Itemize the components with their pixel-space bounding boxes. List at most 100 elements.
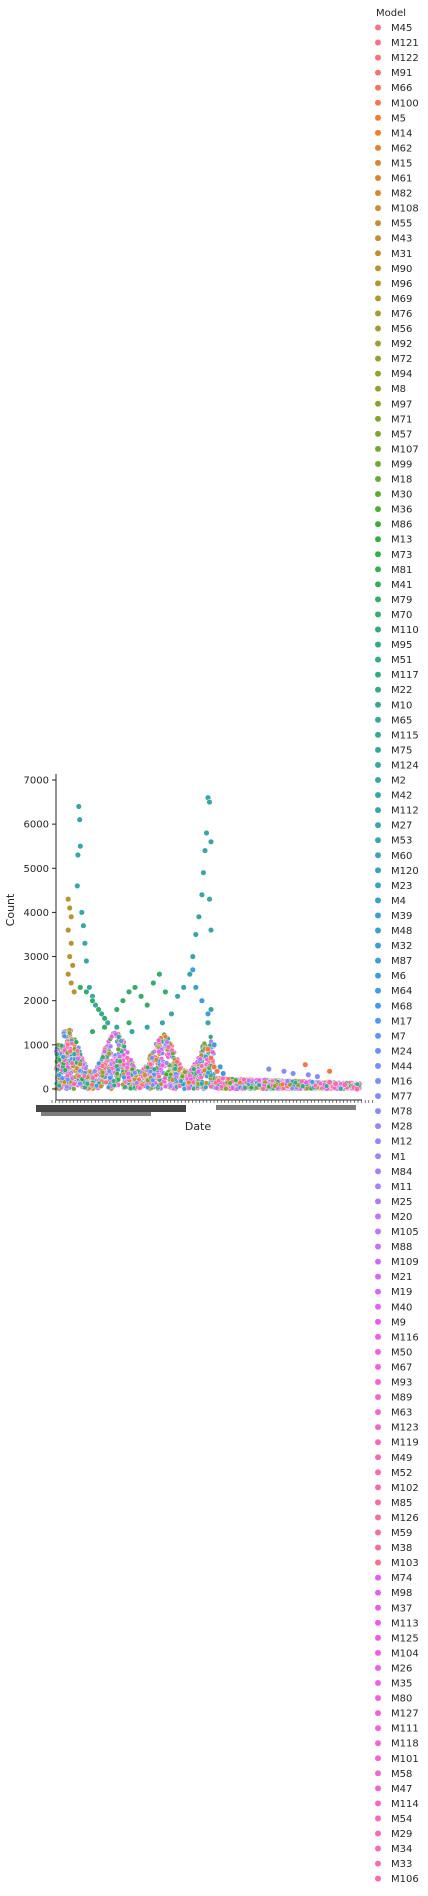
legend-marker [374, 836, 382, 844]
legend-label: M71 [391, 414, 412, 425]
scatter-point [164, 1060, 170, 1066]
scatter-point-m100 [207, 1055, 215, 1062]
scatter-point-m24 [83, 957, 90, 965]
legend-marker [374, 1845, 382, 1853]
y-tick-label: 6000 [24, 820, 49, 831]
scatter-point [191, 1066, 197, 1072]
legend-label: M101 [391, 1754, 419, 1765]
legend-label: M96 [391, 279, 412, 290]
scatter-point [214, 1085, 220, 1091]
legend-label: M106 [391, 1874, 419, 1885]
scatter-point [73, 1039, 79, 1045]
legend-marker [374, 1062, 382, 1070]
legend-label: M16 [391, 1077, 412, 1088]
scatter-point-m24 [86, 984, 93, 991]
scatter-point [100, 1070, 106, 1076]
legend-marker [374, 611, 382, 618]
scatter-point-m70 [119, 997, 126, 1004]
legend-marker [374, 1213, 382, 1220]
legend-marker [374, 972, 382, 980]
legend-marker [374, 671, 382, 679]
legend-label: M103 [391, 1558, 419, 1569]
scatter-point-m100 [326, 1068, 333, 1075]
legend-marker [374, 1047, 382, 1055]
legend-marker [374, 1589, 382, 1597]
legend-label: M13 [391, 535, 412, 546]
legend-marker [374, 370, 382, 378]
legend-marker [374, 942, 382, 949]
scatter-point-m24 [204, 1019, 212, 1026]
scatter-point [106, 1068, 112, 1074]
scatter-point-m78 [290, 1070, 297, 1077]
scatter-point-m24 [180, 984, 187, 991]
legend-marker [374, 189, 382, 197]
legend-marker [374, 686, 382, 694]
legend-label: M119 [391, 1438, 419, 1449]
scatter-point [179, 1073, 185, 1079]
scatter-point [124, 1049, 131, 1056]
legend-marker [374, 1769, 382, 1777]
scatter-point [71, 1051, 77, 1057]
legend-label: M108 [391, 204, 419, 215]
legend-marker [374, 129, 382, 137]
scatter-point-m70 [101, 1024, 108, 1031]
legend-label: M10 [391, 700, 412, 711]
x-tick-labels-dense [216, 1105, 356, 1110]
scatter-point-m24 [104, 1019, 111, 1026]
legend-marker [374, 1408, 382, 1416]
y-tick-label: 3000 [24, 952, 49, 963]
legend-label: M99 [391, 459, 412, 470]
scatter-point [170, 1050, 176, 1057]
legend-marker [374, 851, 382, 859]
scatter-point [108, 1034, 115, 1040]
legend-marker [374, 927, 382, 934]
scatter-point [66, 1030, 73, 1036]
scatter-point-m24 [128, 1028, 136, 1035]
legend-label: M78 [391, 1107, 412, 1118]
scatter-point [246, 1077, 252, 1084]
legend-marker [374, 1228, 382, 1235]
scatter-point [150, 1077, 156, 1083]
legend-marker [374, 1092, 382, 1100]
legend-label: M44 [391, 1061, 412, 1072]
scatter-point [64, 1084, 70, 1090]
legend-label: M109 [391, 1257, 419, 1268]
scatter-point [219, 1084, 225, 1090]
scatter-point-m70 [125, 988, 133, 995]
scatter-point [90, 1075, 96, 1081]
scatter-point [92, 1068, 98, 1074]
legend-label: M33 [391, 1859, 412, 1870]
scatter-point [74, 1048, 81, 1054]
legend-marker [374, 1318, 382, 1326]
scatter-point [182, 1069, 188, 1075]
legend-marker [374, 866, 382, 874]
scatter-point [287, 1081, 293, 1088]
legend-marker [374, 1739, 382, 1747]
legend-marker [374, 1815, 382, 1822]
scatter-point [56, 1083, 62, 1089]
legend-marker [374, 1363, 382, 1371]
scatter-point-m24 [207, 1006, 215, 1013]
legend-label: M62 [391, 143, 412, 154]
scatter-point [168, 1071, 174, 1078]
scatter-point-m70 [162, 988, 169, 995]
legend-label: M91 [391, 68, 412, 79]
y-tick-label: 7000 [24, 776, 49, 787]
scatter-point [174, 1059, 180, 1065]
legend-label: M67 [391, 1362, 412, 1373]
scatter-point-m24 [159, 1019, 166, 1026]
legend-marker [374, 1303, 382, 1311]
legend-label: M105 [391, 1227, 419, 1238]
legend-marker [374, 84, 382, 92]
scatter-point [77, 1081, 83, 1087]
legend-label: M98 [391, 1588, 412, 1599]
scatter-point-m24 [207, 927, 215, 934]
scatter-point [106, 1051, 112, 1057]
legend-marker [374, 731, 382, 739]
legend-marker [374, 400, 382, 408]
scatter-point [300, 1083, 306, 1089]
scatter-point [186, 1079, 192, 1086]
scatter-point [156, 1073, 162, 1080]
legend-marker [374, 325, 382, 332]
